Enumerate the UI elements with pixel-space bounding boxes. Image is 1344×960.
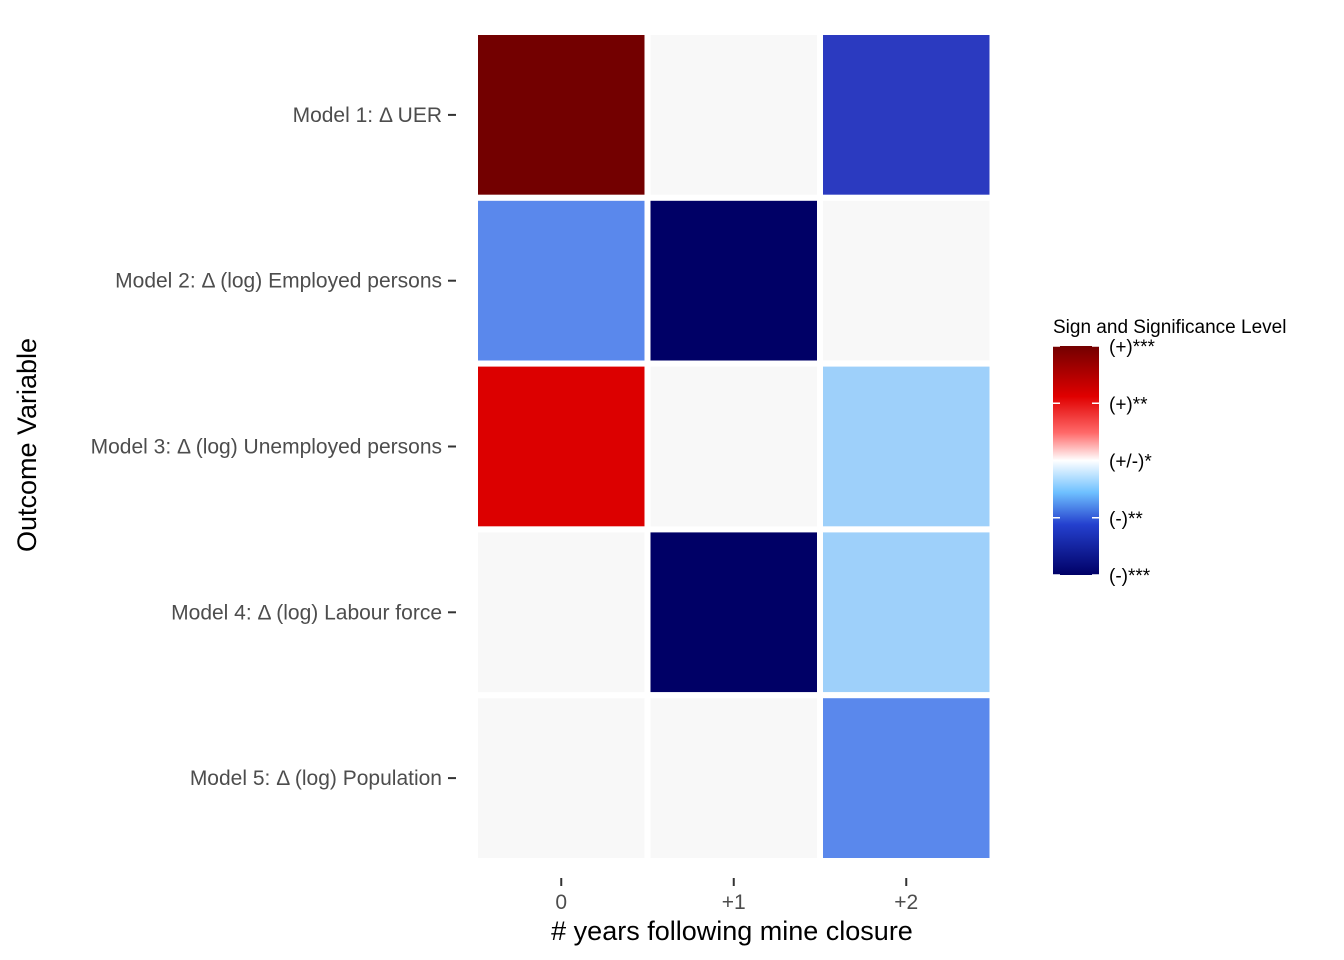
heatmap-cell (817, 29, 996, 201)
heatmap-cell (644, 692, 823, 865)
legend-label: (+)*** (1109, 337, 1156, 358)
heatmap-cell (817, 526, 996, 699)
heatmap-cell (472, 526, 651, 699)
legend-label: (-)*** (1109, 566, 1151, 587)
heatmap-cell (817, 194, 996, 367)
x-axis: 0 +1 +2 (555, 878, 918, 914)
x-tick-label: +2 (894, 891, 918, 914)
y-tick-label: Model 2: Δ (log) Employed persons (115, 270, 442, 293)
y-tick-label: Model 5: Δ (log) Population (190, 767, 442, 790)
heatmap-cell (644, 194, 823, 367)
legend-title: Sign and Significance Level (1053, 317, 1286, 338)
y-tick-label: Model 3: Δ (log) Unemployed persons (91, 436, 442, 459)
heatmap-cell (817, 360, 996, 533)
legend-label: (+)** (1109, 394, 1148, 415)
heatmap-cell (644, 360, 823, 533)
heatmap-cell (472, 29, 651, 201)
heatmap-cell (472, 692, 651, 865)
legend-label: (+/-)* (1109, 452, 1152, 473)
y-axis-title: Outcome Variable (12, 338, 42, 552)
x-axis-title: # years following mine closure (551, 916, 913, 946)
heatmap-cell (644, 29, 823, 201)
heatmap-cell (644, 526, 823, 699)
x-tick-label: 0 (555, 891, 567, 914)
y-tick-label: Model 1: Δ UER (293, 104, 442, 127)
legend-ticks: (+)*** (+)** (+/-)* (-)** (-)*** (1053, 337, 1156, 587)
legend-label: (-)** (1109, 509, 1143, 530)
legend-colorbar (1053, 346, 1099, 575)
legend: Sign and Significance Level (+)***(+)**(… (1053, 317, 1286, 587)
heatmap-cells (472, 29, 996, 865)
y-tick-label: Model 4: Δ (log) Labour force (171, 601, 442, 624)
x-tick-label: +1 (722, 891, 746, 914)
heatmap-cell (472, 360, 651, 533)
heatmap-cell (817, 692, 996, 865)
y-axis: Model 1: Δ UER Model 2: Δ (log) Employed … (91, 104, 456, 790)
heatmap-cell (472, 194, 651, 367)
